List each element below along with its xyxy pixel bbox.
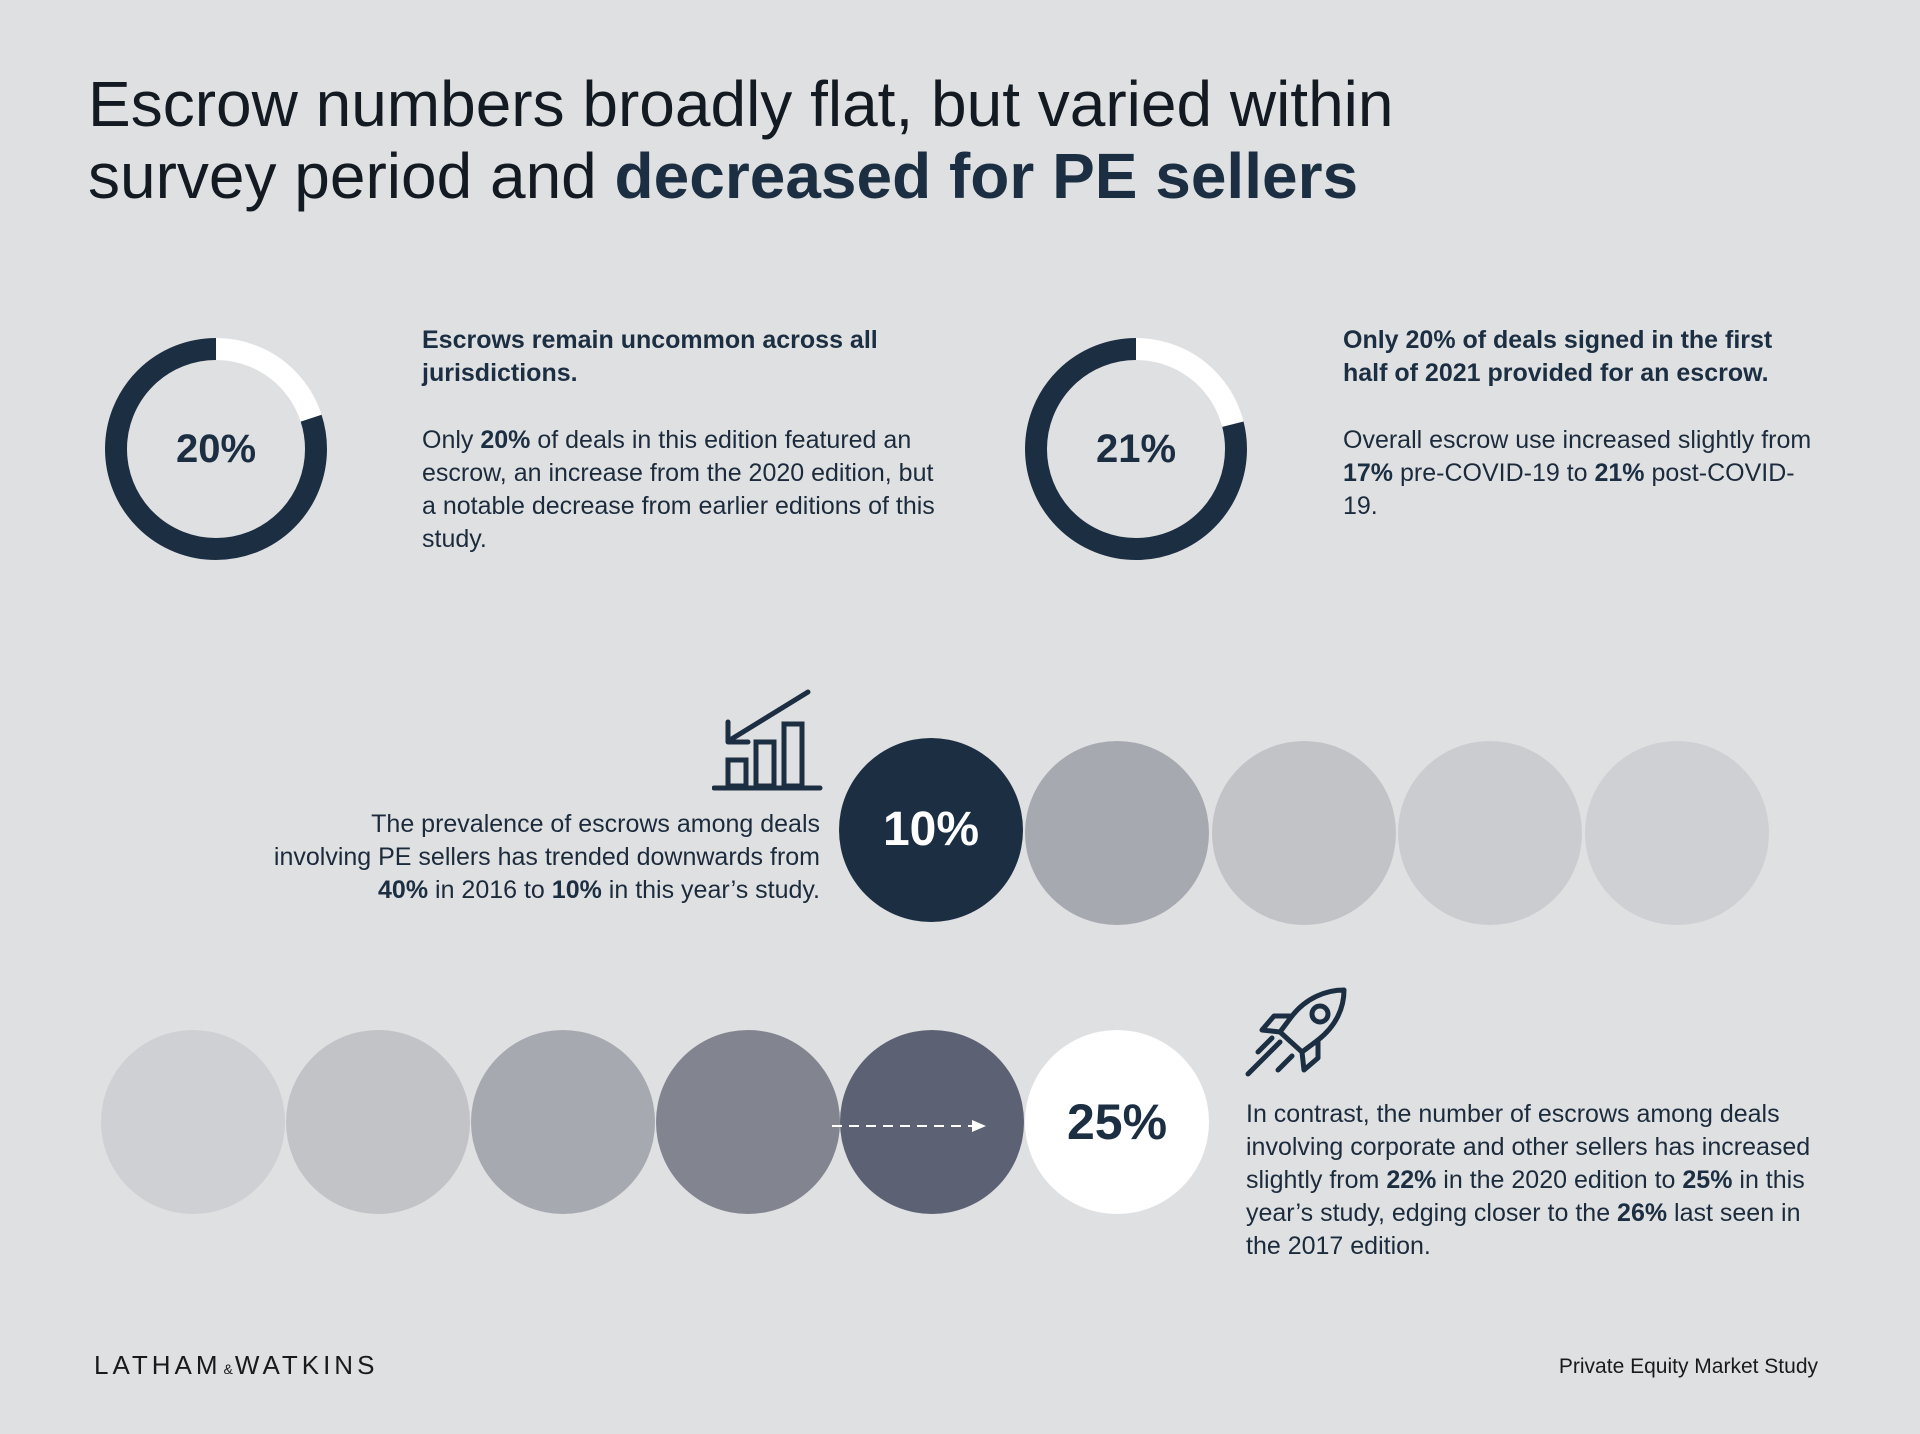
corp-text-1: In contrast, the number of escrows among… <box>1246 1100 1811 1194</box>
dashed-arrow-icon <box>832 1120 986 1132</box>
pe-circle-1: 10% <box>839 738 1023 922</box>
donut-chart-21: 21% <box>1024 337 1248 561</box>
stat-2-body-text-2: pre-COVID-19 to <box>1393 459 1595 487</box>
latham-watkins-logo: LATHAM &WATKINS <box>94 1350 378 1381</box>
donut-chart-20: 20% <box>104 337 328 561</box>
logo-left: LATHAM <box>94 1350 222 1380</box>
corp-circle-6: 25% <box>1025 1030 1209 1214</box>
corp-text-bold-2: 25% <box>1682 1166 1733 1194</box>
pe-text-bold-2: 10% <box>551 876 602 904</box>
donut-20-value: 20% <box>175 427 257 471</box>
stat-2-heading: Only 20% of deals signed in the first ha… <box>1343 326 1773 387</box>
pe-text-bold-1: 40% <box>378 876 429 904</box>
stat-1-body-text-2: of deals in this edition featured an esc… <box>422 426 935 553</box>
donut-20-arc <box>105 338 327 560</box>
corp-circle-4 <box>656 1030 840 1214</box>
stat-2-body-bold-2: 21% <box>1594 459 1645 487</box>
stat-2-body-bold-1: 17% <box>1343 459 1394 487</box>
corp-circle-3 <box>471 1030 655 1214</box>
corporate-sellers-text: In contrast, the number of escrows among… <box>1246 1098 1826 1263</box>
stat-1-body-bold: 20% <box>480 426 531 454</box>
bar-chart-down-arrow-icon <box>712 689 823 791</box>
pe-circle-2 <box>1025 741 1209 925</box>
corp-value: 25% <box>1066 1094 1168 1150</box>
rocket-icon <box>1245 987 1347 1077</box>
pe-circle-3 <box>1212 741 1396 925</box>
pe-text-3: in this year’s study. <box>601 876 820 904</box>
donut-20-svg <box>105 338 327 560</box>
stat-1-body-text: Only <box>422 426 481 454</box>
pe-circle-5 <box>1585 741 1769 925</box>
corp-text-2: in the 2020 edition to <box>1436 1166 1683 1194</box>
title-line-1: Escrow numbers broadly flat, but varied … <box>88 68 1394 140</box>
donut-21-svg <box>1025 338 1247 560</box>
corp-text-3: in this year’s study, edging closer to t… <box>1246 1166 1805 1227</box>
donut-21-arc <box>1025 338 1247 560</box>
corp-circle-5 <box>840 1030 1024 1214</box>
pe-sellers-text: The prevalence of escrows among deals in… <box>270 808 820 907</box>
stat-2-body: Overall escrow use increased slightly fr… <box>1343 424 1823 523</box>
pe-circle-4 <box>1398 741 1582 925</box>
footer-study-label: Private Equity Market Study <box>1558 1355 1818 1378</box>
stat-2-body-text-3: post-COVID-19. <box>1343 459 1795 520</box>
page-title: Escrow numbers broadly flat, but varied … <box>88 68 1688 212</box>
title-line-2: survey period and <box>88 140 615 212</box>
corp-circle-1 <box>101 1030 285 1214</box>
stat-1-body: Only 20% of deals in this edition featur… <box>422 424 942 556</box>
stat-block-1: Escrows remain uncommon across all juris… <box>422 324 942 556</box>
corp-text-4: last seen in the 2017 edition. <box>1246 1199 1801 1260</box>
stat-2-body-text: Overall escrow use increased slightly fr… <box>1343 426 1812 454</box>
corp-text-bold-1: 22% <box>1386 1166 1437 1194</box>
stat-1-heading: Escrows remain uncommon across all juris… <box>422 326 878 387</box>
donut-21-value: 21% <box>1095 427 1177 471</box>
pe-text-2: in 2016 to <box>428 876 552 904</box>
pe-value: 10% <box>882 803 980 856</box>
pe-text-1: The prevalence of escrows among deals in… <box>273 810 820 871</box>
logo-amp: & <box>223 1361 233 1377</box>
corp-text-bold-3: 26% <box>1617 1199 1668 1227</box>
stat-block-2: Only 20% of deals signed in the first ha… <box>1343 324 1823 523</box>
title-emphasis: decreased for PE sellers <box>614 140 1359 212</box>
logo-right: WATKINS <box>234 1350 379 1380</box>
corp-circle-2 <box>286 1030 470 1214</box>
